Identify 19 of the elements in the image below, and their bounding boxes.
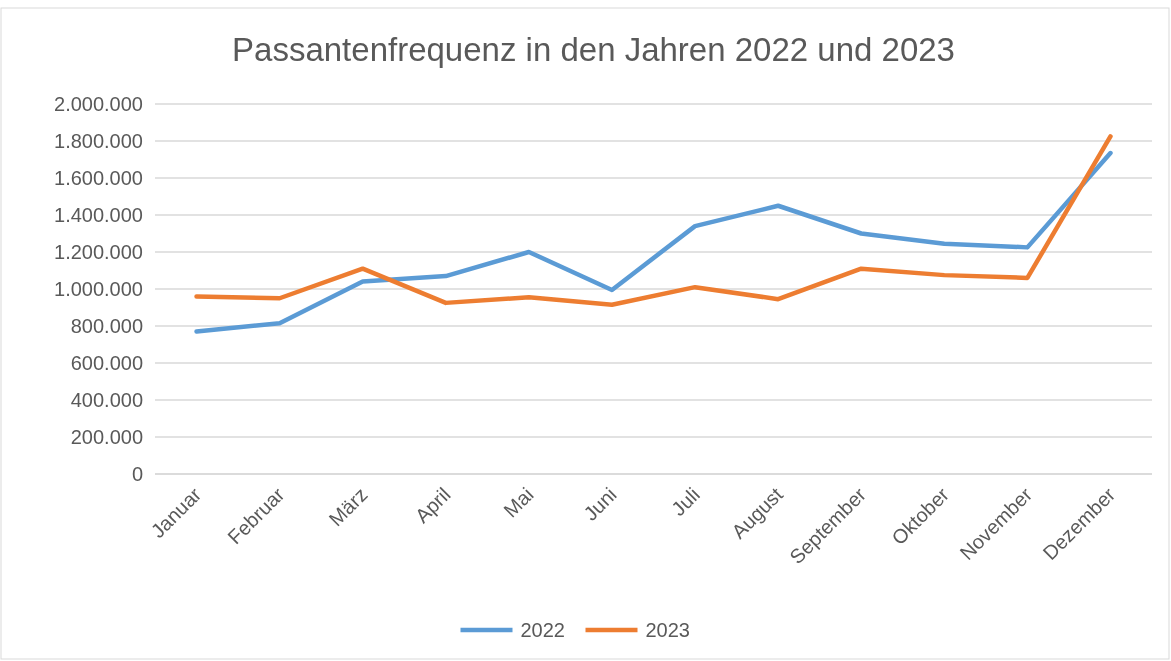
y-tick-label: 1.000.000 bbox=[54, 278, 143, 300]
x-tick-label: Mai bbox=[499, 483, 538, 522]
y-tick-label: 800.000 bbox=[70, 315, 143, 337]
y-tick-label: 600.000 bbox=[70, 352, 143, 374]
line-series bbox=[194, 134, 1113, 307]
y-tick-label: 1.200.000 bbox=[54, 241, 143, 263]
y-tick-label: 400.000 bbox=[70, 389, 143, 411]
y-tick-label: 1.800.000 bbox=[54, 130, 143, 152]
x-tick-label: Juli bbox=[667, 483, 704, 521]
y-tick-label: 200.000 bbox=[70, 426, 143, 448]
y-tick-label: 2.000.000 bbox=[54, 93, 143, 115]
chart-title: Passantenfrequenz in den Jahren 2022 und 2023 bbox=[232, 31, 955, 68]
line-series bbox=[194, 150, 1113, 334]
y-tick-label: 1.600.000 bbox=[54, 167, 143, 189]
y-tick-label: 0 bbox=[131, 463, 143, 485]
x-tick-label: Juni bbox=[579, 483, 621, 525]
legend-label: 2023 bbox=[645, 619, 690, 641]
y-tick-label: 1.400.000 bbox=[54, 204, 143, 226]
legend-label: 2022 bbox=[520, 619, 565, 641]
